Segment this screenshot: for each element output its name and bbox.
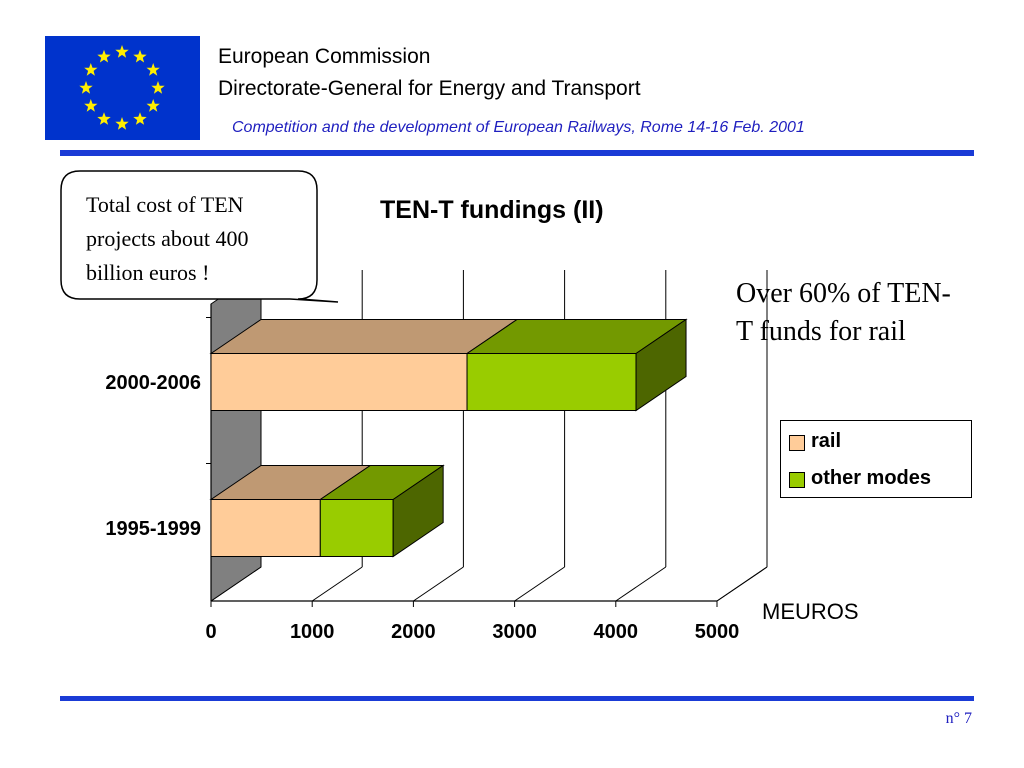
- x-axis-unit-label: MEUROS: [762, 599, 859, 624]
- x-tick-label: 5000: [695, 621, 740, 643]
- legend-swatch-rail: [789, 435, 805, 451]
- flag-star-icon: [97, 112, 111, 125]
- organization-name: European Commission: [218, 45, 431, 68]
- y-tick-label: 1995-1999: [105, 518, 201, 540]
- chart-title: TEN-T fundings (II): [380, 196, 604, 224]
- floor-gridline: [615, 566, 667, 602]
- bar-end-1995-1999: [392, 464, 444, 558]
- flag-star-icon: [115, 117, 129, 130]
- flag-star-icon: [151, 81, 165, 94]
- bar-rail-2000-2006: [210, 353, 468, 411]
- chart-legend: rail other modes: [780, 420, 972, 498]
- bar-other-modes-1995-1999: [319, 499, 394, 557]
- presentation-subtitle: Competition and the development of Europ…: [232, 119, 805, 136]
- legend-swatch-other-modes: [789, 472, 805, 488]
- bar-rail-2000-2006-top: [209, 319, 519, 354]
- callout-bubble: [60, 170, 339, 303]
- flag-star-icon: [115, 45, 129, 58]
- floor-gridline: [514, 566, 565, 602]
- x-tick-label: 0: [205, 621, 216, 643]
- rail-share-note: Over 60% of TEN-T funds for rail: [736, 278, 951, 347]
- x-tick-label: 2000: [391, 621, 436, 643]
- flag-star-icon: [146, 99, 160, 112]
- footer-divider: [60, 696, 974, 701]
- eu-flag-icon: [45, 36, 200, 140]
- legend-label-other-modes: other modes: [811, 467, 932, 489]
- callout-text: Total cost of TEN projects about 400 bil…: [86, 192, 249, 285]
- flag-star-icon: [133, 112, 147, 125]
- x-tick-label: 3000: [492, 621, 537, 643]
- flag-star-icon: [133, 49, 147, 63]
- flag-star-icon: [97, 49, 111, 63]
- flag-star-icon: [84, 99, 98, 112]
- page-number: n° 7: [945, 710, 972, 727]
- floor-edge: [716, 566, 768, 602]
- x-tick-label: 4000: [594, 621, 639, 643]
- flag-star-icon: [146, 63, 160, 76]
- flag-star-icon: [84, 63, 98, 76]
- bar-rail-1995-1999: [210, 499, 321, 557]
- floor-gridline: [311, 566, 363, 602]
- x-tick-label: 1000: [290, 621, 335, 643]
- directorate-name: Directorate-General for Energy and Trans…: [218, 77, 641, 100]
- y-tick-label: 2000-2006: [105, 372, 201, 394]
- bar-other-modes-2000-2006: [466, 353, 637, 411]
- floor-gridline: [413, 566, 464, 602]
- legend-label-rail: rail: [811, 430, 842, 452]
- flag-star-icon: [79, 81, 93, 94]
- header-divider: [60, 150, 974, 156]
- bar-end-2000-2006: [635, 318, 687, 412]
- bar-chart: 0 1000 2000 3000 4000 5000 1995-1999 2000-2006: [60, 170, 768, 643]
